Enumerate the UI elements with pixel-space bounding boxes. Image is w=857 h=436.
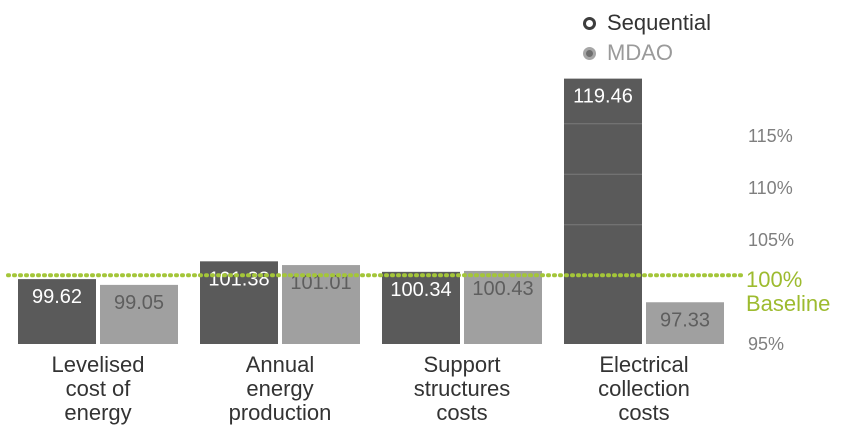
bar-mdao-support-structures-costs [464, 270, 542, 344]
baseline-label-text: Baseline [746, 291, 831, 316]
bar-sequential-support-structures-costs [382, 271, 460, 344]
legend-marker-mdao [583, 46, 596, 60]
bar-mdao-levelised-cost-of-energy [100, 284, 178, 344]
category-label-support-structures-costs: Support structures costs [377, 353, 547, 425]
category-label-electrical-collection-costs: Electrical collection costs [559, 353, 729, 425]
y-tick-label-110: 110% [748, 178, 793, 198]
legend-marker-sequential [583, 16, 596, 30]
category-label-line: costs [618, 400, 670, 425]
y-tick-label-105: 105% [748, 230, 795, 250]
baseline-label: 100% Baseline [746, 268, 830, 316]
legend-label-mdao: MDAO [607, 40, 673, 65]
category-label-line: collection [598, 376, 690, 401]
legend-item-mdao: MDAO [583, 38, 711, 68]
category-label-line: Electrical [599, 352, 689, 377]
category-label-line: costs [436, 400, 488, 425]
category-label-levelised-cost-of-energy: Levelised cost of energy [13, 353, 183, 425]
data-label-mdao-support-structures-costs: 100.43 [472, 278, 533, 300]
baseline-label-value: 100% [746, 267, 803, 292]
category-label-line: energy [246, 376, 314, 401]
bar-sequential-electrical-collection-costs [564, 78, 642, 344]
category-label-line: structures [413, 376, 511, 401]
legend-label-sequential: Sequential [607, 10, 711, 35]
category-label-line: production [228, 400, 332, 425]
category-label-line: Support [423, 352, 501, 377]
bar-mdao-electrical-collection-costs [646, 302, 724, 344]
legend-item-sequential: Sequential [583, 8, 711, 38]
category-label-line: Annual [245, 352, 315, 377]
data-label-sequential-support-structures-costs: 100.34 [390, 279, 451, 301]
data-label-mdao-electrical-collection-costs: 97.33 [660, 309, 710, 331]
data-label-mdao-annual-energy-production: 101.01 [290, 272, 351, 294]
data-label-sequential-levelised-cost-of-energy: 99.62 [32, 286, 82, 308]
data-label-sequential-annual-energy-production: 101.38 [208, 268, 269, 290]
bar-mdao-annual-energy-production [282, 265, 360, 344]
data-label-sequential-electrical-collection-costs: 119.46 [573, 86, 633, 108]
y-tick-label-115: 115% [748, 126, 793, 146]
category-label-line: cost of [65, 376, 131, 401]
category-label-line: Levelised [51, 352, 145, 377]
data-label-mdao-levelised-cost-of-energy: 99.05 [114, 292, 164, 314]
bar-sequential-levelised-cost-of-energy [18, 279, 96, 344]
category-label-annual-energy-production: Annual energy production [195, 353, 365, 425]
y-tick-label-95: 95% [748, 334, 785, 354]
category-label-line: energy [64, 400, 132, 425]
legend: Sequential MDAO [583, 8, 711, 68]
